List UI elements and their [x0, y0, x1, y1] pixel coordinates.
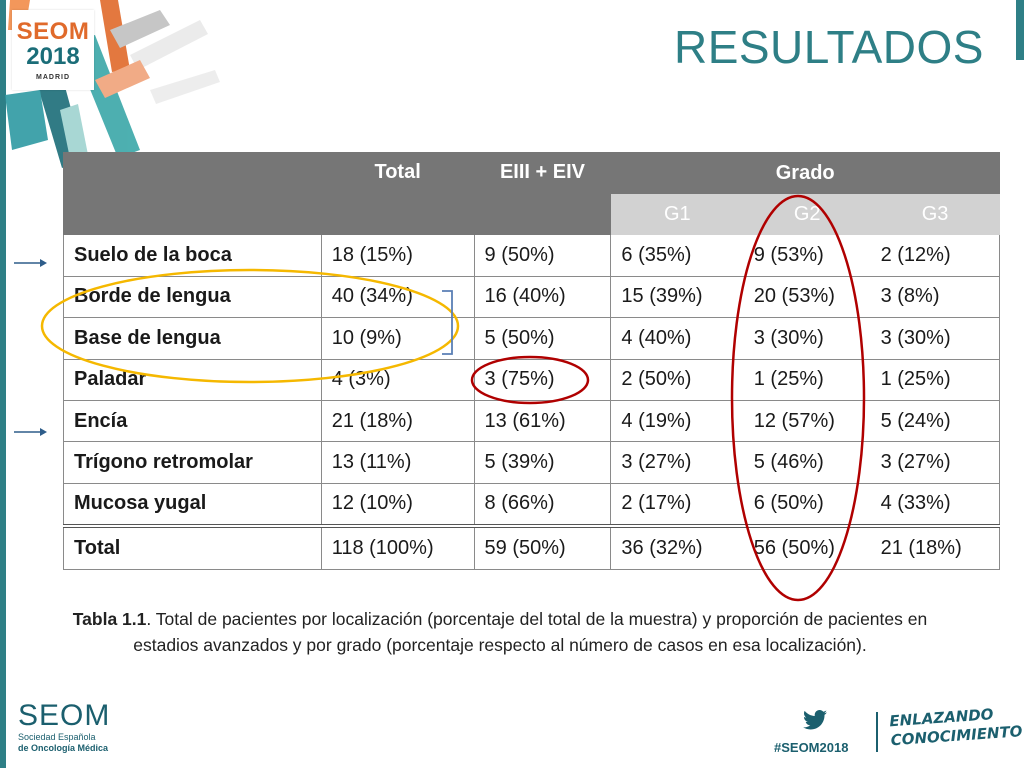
total-row: Total 118 (100%) 59 (50%) 36 (32%) 56 (5…	[63, 524, 1000, 570]
header-grado: Grado	[610, 151, 1000, 195]
cell-g2: 20 (53%)	[743, 275, 871, 319]
cell-g2: 9 (53%)	[743, 234, 871, 277]
cell-g1: 3 (27%)	[610, 441, 744, 484]
cell-g3: 21 (18%)	[870, 524, 1000, 570]
cell-g2: 12 (57%)	[743, 399, 871, 443]
row-label: Borde de lengua	[63, 275, 322, 319]
cell-eiii-eiv: 16 (40%)	[473, 275, 612, 319]
cell-eiii-eiv: 5 (50%)	[473, 317, 612, 360]
header-blank	[63, 151, 322, 236]
slogan: ENLAZANDO CONOCIMIENTO	[889, 704, 1023, 751]
footer-seom-logo: SEOM Sociedad Española de Oncología Médi…	[18, 700, 128, 754]
table-row: Base de lengua 10 (9%) 5 (50%) 4 (40%) 3…	[63, 317, 1000, 360]
row-label: Base de lengua	[63, 317, 322, 360]
row-label: Mucosa yugal	[63, 482, 322, 527]
table-row: Trígono retromolar 13 (11%) 5 (39%) 3 (2…	[63, 441, 1000, 484]
header-g3: G3	[870, 193, 1000, 236]
page-title: RESULTADOS	[673, 21, 984, 73]
cell-g3: 1 (25%)	[870, 358, 1000, 401]
caption-label: Tabla 1.1	[72, 609, 147, 629]
twitter-icon	[803, 710, 827, 730]
cell-g3: 3 (30%)	[870, 317, 1000, 360]
cell-total: 12 (10%)	[320, 482, 475, 527]
cell-g3: 3 (27%)	[870, 441, 1000, 484]
table-row: Suelo de la boca 18 (15%) 9 (50%) 6 (35%…	[63, 234, 1000, 277]
cell-eiii-eiv: 5 (39%)	[473, 441, 612, 484]
cell-g1: 15 (39%)	[610, 275, 744, 319]
logo-year: 2018	[26, 43, 80, 70]
cell-total: 18 (15%)	[320, 234, 475, 277]
cell-g1: 2 (17%)	[610, 482, 744, 527]
cell-g1: 4 (40%)	[610, 317, 744, 360]
cell-g1: 2 (50%)	[610, 358, 744, 401]
row-label: Total	[63, 524, 322, 570]
cell-total: 4 (3%)	[320, 358, 475, 401]
right-accent-bar	[1016, 0, 1024, 60]
row-label: Paladar	[63, 358, 322, 401]
header-g1: G1	[610, 193, 745, 236]
row-label: Trígono retromolar	[63, 441, 322, 484]
cell-total: 118 (100%)	[320, 524, 475, 570]
cell-g1: 36 (32%)	[610, 524, 744, 570]
footer-logo-text: SEOM	[18, 699, 111, 732]
cell-total: 21 (18%)	[320, 399, 475, 443]
table-row: Borde de lengua 40 (34%) 16 (40%) 15 (39…	[63, 275, 1000, 319]
cell-g2: 56 (50%)	[743, 524, 871, 570]
header-g2: G2	[743, 193, 872, 236]
cell-eiii-eiv: 59 (50%)	[473, 524, 612, 570]
row-label: Encía	[63, 399, 322, 443]
cell-eiii-eiv: 9 (50%)	[473, 234, 612, 277]
cell-g1: 4 (19%)	[610, 399, 744, 443]
table-row: Encía 21 (18%) 13 (61%) 4 (19%) 12 (57%)…	[63, 399, 1000, 443]
logo-brand: SEOM	[16, 18, 90, 45]
footer-separator	[876, 712, 878, 752]
cell-g2: 5 (46%)	[743, 441, 871, 484]
cell-total: 40 (34%)	[320, 275, 475, 319]
cell-eiii-eiv: 8 (66%)	[473, 482, 612, 527]
cell-total: 10 (9%)	[320, 317, 475, 360]
hashtag: #SEOM2018	[774, 740, 849, 755]
arrow-right-icon	[14, 428, 47, 436]
footer-logo-sub2: de Oncología Médica	[18, 743, 109, 753]
cell-g2: 3 (30%)	[743, 317, 871, 360]
row-label: Suelo de la boca	[63, 234, 322, 277]
seom2018-logo: SEOM 2018 MADRID	[12, 10, 94, 90]
footer-logo-sub1: Sociedad Española	[18, 732, 96, 742]
table-row: Mucosa yugal 12 (10%) 8 (66%) 2 (17%) 6 …	[63, 482, 1000, 527]
cell-g3: 5 (24%)	[870, 399, 1000, 443]
left-accent-bar	[0, 0, 6, 768]
logo-city: MADRID	[36, 74, 70, 81]
cell-eiii-eiv: 3 (75%)	[473, 358, 612, 401]
arrow-right-icon	[14, 259, 47, 267]
cell-g2: 1 (25%)	[743, 358, 871, 401]
cell-g3: 4 (33%)	[870, 482, 1000, 527]
table-caption: Tabla 1.1. Total de pacientes por locali…	[50, 606, 950, 658]
results-table: Total EIII + EIV Grado G1 G2 G3 Suelo de…	[63, 151, 1000, 570]
caption-text: . Total de pacientes por localización (p…	[133, 609, 928, 655]
header-eiii-eiv: EIII + EIV	[473, 151, 612, 236]
cell-g3: 2 (12%)	[870, 234, 1000, 277]
cell-g2: 6 (50%)	[743, 482, 871, 527]
cell-g1: 6 (35%)	[610, 234, 744, 277]
cell-eiii-eiv: 13 (61%)	[473, 399, 612, 443]
cell-g3: 3 (8%)	[870, 275, 1000, 319]
header-total: Total	[320, 151, 475, 236]
table-row: Paladar 4 (3%) 3 (75%) 2 (50%) 1 (25%) 1…	[63, 358, 1000, 401]
cell-total: 13 (11%)	[320, 441, 475, 484]
